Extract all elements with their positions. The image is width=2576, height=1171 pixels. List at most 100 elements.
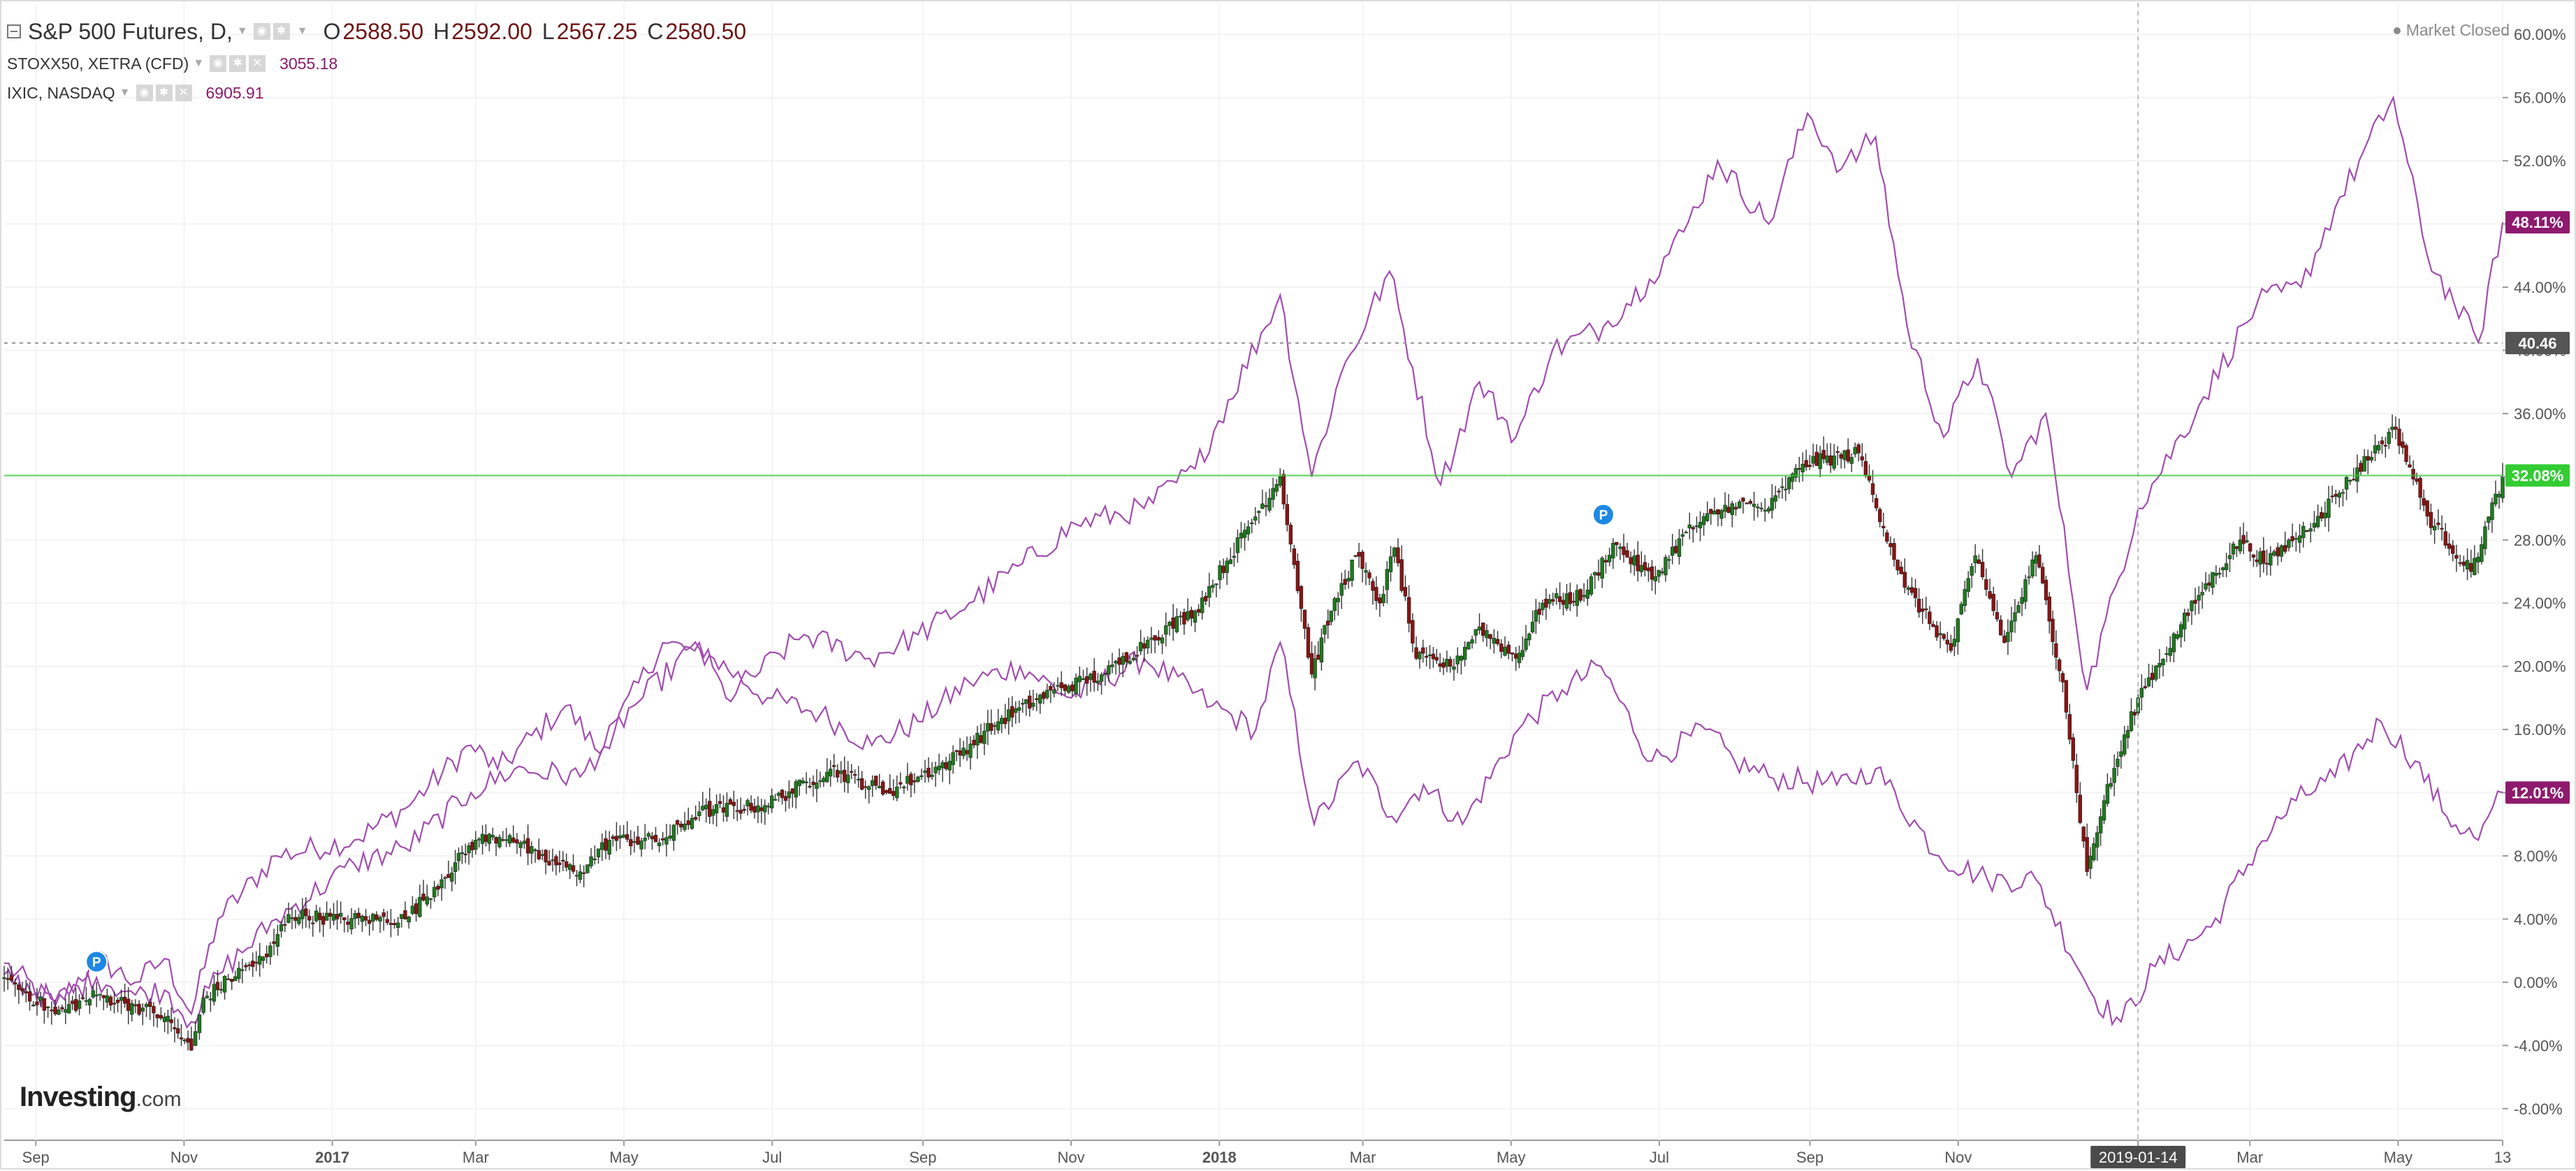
candle-body [1698, 521, 1703, 529]
candle [986, 710, 990, 745]
candle-body [42, 998, 47, 1011]
gear-icon[interactable]: ✱ [229, 55, 247, 72]
candle [1902, 558, 1907, 594]
candle [173, 1017, 177, 1042]
candle-body [1316, 654, 1320, 660]
candle-body [152, 1005, 156, 1014]
chevron-down-icon[interactable]: ▼ [236, 25, 248, 37]
candle [912, 773, 917, 794]
candle-body [1459, 656, 1464, 661]
stoxx-legend[interactable]: STOXX50, XETRA (CFD) ▼ ◉ ✱ ✕ 3055.18 [7, 49, 746, 78]
candle [544, 849, 548, 875]
candle-body [829, 769, 833, 777]
chevron-down-icon[interactable]: ▼ [119, 87, 131, 99]
candle [286, 902, 291, 924]
candle-body [1024, 699, 1028, 704]
candle-body [1367, 572, 1371, 579]
main-series-legend[interactable]: S&P 500 Futures, D, ▼ ◉ ✱ ▼ O 2588.50 H 25… [7, 14, 746, 49]
candle-body [1343, 579, 1347, 585]
candle-body [1309, 653, 1314, 675]
candle [2469, 549, 2473, 578]
candle [1329, 610, 1334, 626]
collapse-legend-icon[interactable] [7, 24, 21, 38]
gear-icon[interactable]: ✱ [272, 23, 290, 40]
candle [1452, 658, 1456, 681]
close-icon[interactable]: ✕ [175, 85, 192, 101]
candle-body [1916, 598, 1921, 613]
close-icon[interactable]: ✕ [249, 55, 266, 72]
candle-body [2290, 536, 2294, 541]
candle [1207, 572, 1211, 607]
candle-body [73, 998, 78, 1011]
eye-icon[interactable]: ◉ [253, 23, 270, 40]
candle-body [1625, 550, 1629, 558]
candle [1074, 673, 1078, 698]
more-chevron-icon[interactable]: ▼ [296, 25, 308, 37]
candle [1099, 672, 1104, 695]
candle [392, 919, 397, 929]
candle-body [2341, 492, 2345, 494]
candle [1211, 579, 1215, 593]
candle [2465, 548, 2470, 581]
candle-body [2227, 555, 2232, 560]
candle-body [2030, 559, 2035, 577]
pivot-marker-0: P [85, 950, 108, 973]
investing-logo[interactable]: Investing.com [20, 1082, 182, 1113]
candle-body [749, 803, 753, 811]
candle-body [1406, 597, 1411, 624]
candle [460, 845, 465, 864]
candle-body [909, 773, 913, 785]
candle-body [1756, 507, 1760, 509]
candle [518, 840, 523, 857]
candle [1596, 559, 1601, 581]
candle-body [1835, 451, 1840, 453]
candle-body [108, 996, 113, 1006]
candle [1863, 453, 1868, 479]
candle [1200, 590, 1205, 620]
candle [2088, 847, 2093, 879]
candle [815, 769, 819, 803]
eye-icon[interactable]: ◉ [210, 55, 227, 72]
candle [2297, 523, 2302, 553]
candle-body [1485, 630, 1489, 639]
candle-body [2088, 855, 2093, 869]
candle-body [2074, 764, 2079, 794]
candle [596, 848, 601, 864]
candle [1709, 508, 1713, 525]
eye-icon[interactable]: ◉ [136, 85, 153, 101]
candle-body [1541, 602, 1545, 611]
ixic-legend[interactable]: IXIC, NASDAQ ▼ ◉ ✱ ✕ 6905.91 [7, 78, 746, 108]
candle-body [45, 1006, 50, 1008]
candle-body [2465, 560, 2470, 569]
close-key: C [647, 19, 664, 44]
candle [1438, 653, 1442, 672]
candle-body [1103, 673, 1107, 675]
candle-body [888, 787, 892, 794]
candle [501, 831, 505, 842]
candle [2009, 606, 2014, 642]
candle [1077, 667, 1082, 696]
candle-body [1156, 637, 1161, 641]
candle [2369, 451, 2374, 463]
candle [1807, 455, 1812, 470]
candle [1131, 653, 1136, 662]
candle [1534, 599, 1538, 634]
candle [1582, 583, 1586, 602]
candle-body [1049, 685, 1053, 691]
candle-body [371, 913, 375, 922]
candle [1998, 615, 2003, 636]
candle-body [363, 916, 368, 921]
candle-body [522, 841, 527, 844]
candle-body [9, 975, 14, 981]
candle [1357, 543, 1361, 568]
chevron-down-icon[interactable]: ▼ [193, 57, 205, 69]
candle [515, 833, 519, 854]
candle [2085, 823, 2089, 876]
gear-icon[interactable]: ✱ [155, 85, 173, 101]
candle-body [162, 1017, 167, 1022]
candle [1701, 513, 1706, 536]
candle [35, 988, 39, 1016]
candle [425, 885, 429, 907]
